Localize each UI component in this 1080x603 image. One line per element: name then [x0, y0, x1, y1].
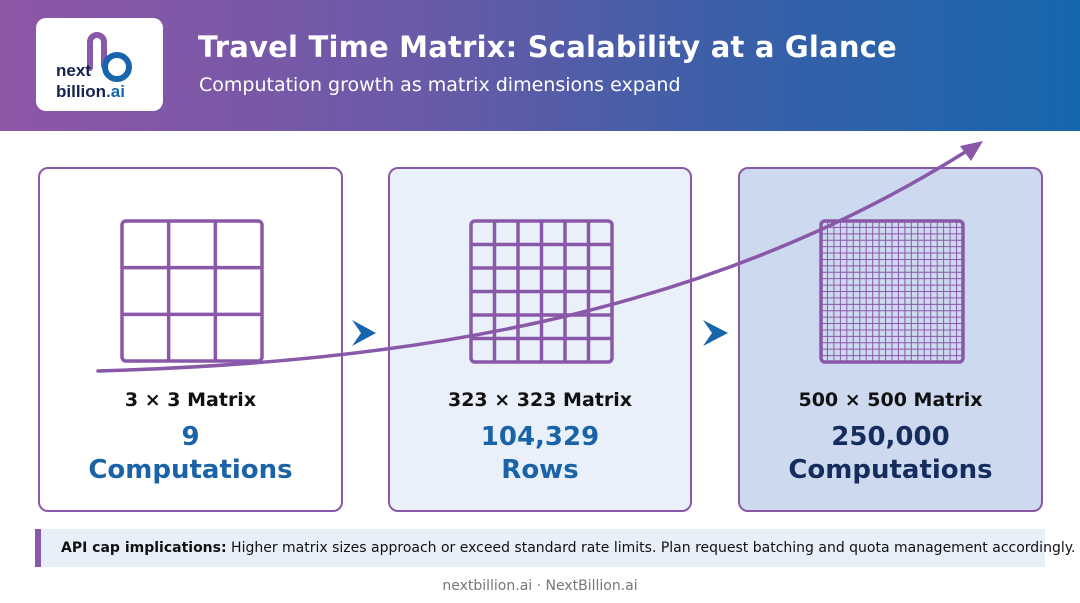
card-number: 9	[181, 422, 200, 452]
card-unit: Rows	[501, 455, 579, 485]
svg-text:billion.ai: billion.ai	[56, 82, 125, 101]
header-banner: next billion.ai Travel Time Matrix: Scal…	[0, 0, 1080, 131]
logo-text-ai: .ai	[106, 82, 125, 101]
matrix-card-3x3: 3 × 3 Matrix 9 Computations	[38, 167, 343, 512]
page-subtitle: Computation growth as matrix dimensions …	[199, 74, 681, 96]
page-title: Travel Time Matrix: Scalability at a Gla…	[198, 30, 897, 64]
card-value: 250,000 Computations	[740, 421, 1041, 487]
logo-text-next: next	[56, 61, 91, 80]
logo: next billion.ai	[36, 18, 163, 111]
note-text: Higher matrix sizes approach or exceed s…	[226, 540, 1076, 556]
footer-credit: nextbillion.ai · NextBillion.ai	[442, 578, 638, 594]
card-label: 323 × 323 Matrix	[447, 389, 633, 411]
card-number: 104,329	[480, 422, 600, 452]
card-value: 104,329 Rows	[390, 421, 690, 487]
card-unit: Computations	[88, 455, 293, 485]
logo-text-billion: billion	[56, 82, 106, 101]
grid-frame	[120, 219, 264, 363]
matrix-card-500x500: 500 × 500 Matrix 250,000 Computations	[738, 167, 1043, 512]
matrix-card-323x323: 323 × 323 Matrix 104,329 Rows	[388, 167, 692, 512]
card-label: 500 × 500 Matrix	[798, 389, 983, 411]
note-label: API cap implications:	[61, 540, 227, 556]
card-value: 9 Computations	[40, 421, 341, 487]
nextbillion-logo-icon: next billion.ai	[56, 32, 132, 101]
card-unit: Computations	[788, 455, 993, 485]
card-number: 250,000	[831, 422, 950, 452]
card-label: 3 × 3 Matrix	[124, 389, 257, 411]
chevron-right-icon	[352, 320, 376, 346]
api-cap-note: API cap implications: Higher matrix size…	[35, 529, 1075, 567]
chevron-right-icon	[703, 320, 728, 346]
